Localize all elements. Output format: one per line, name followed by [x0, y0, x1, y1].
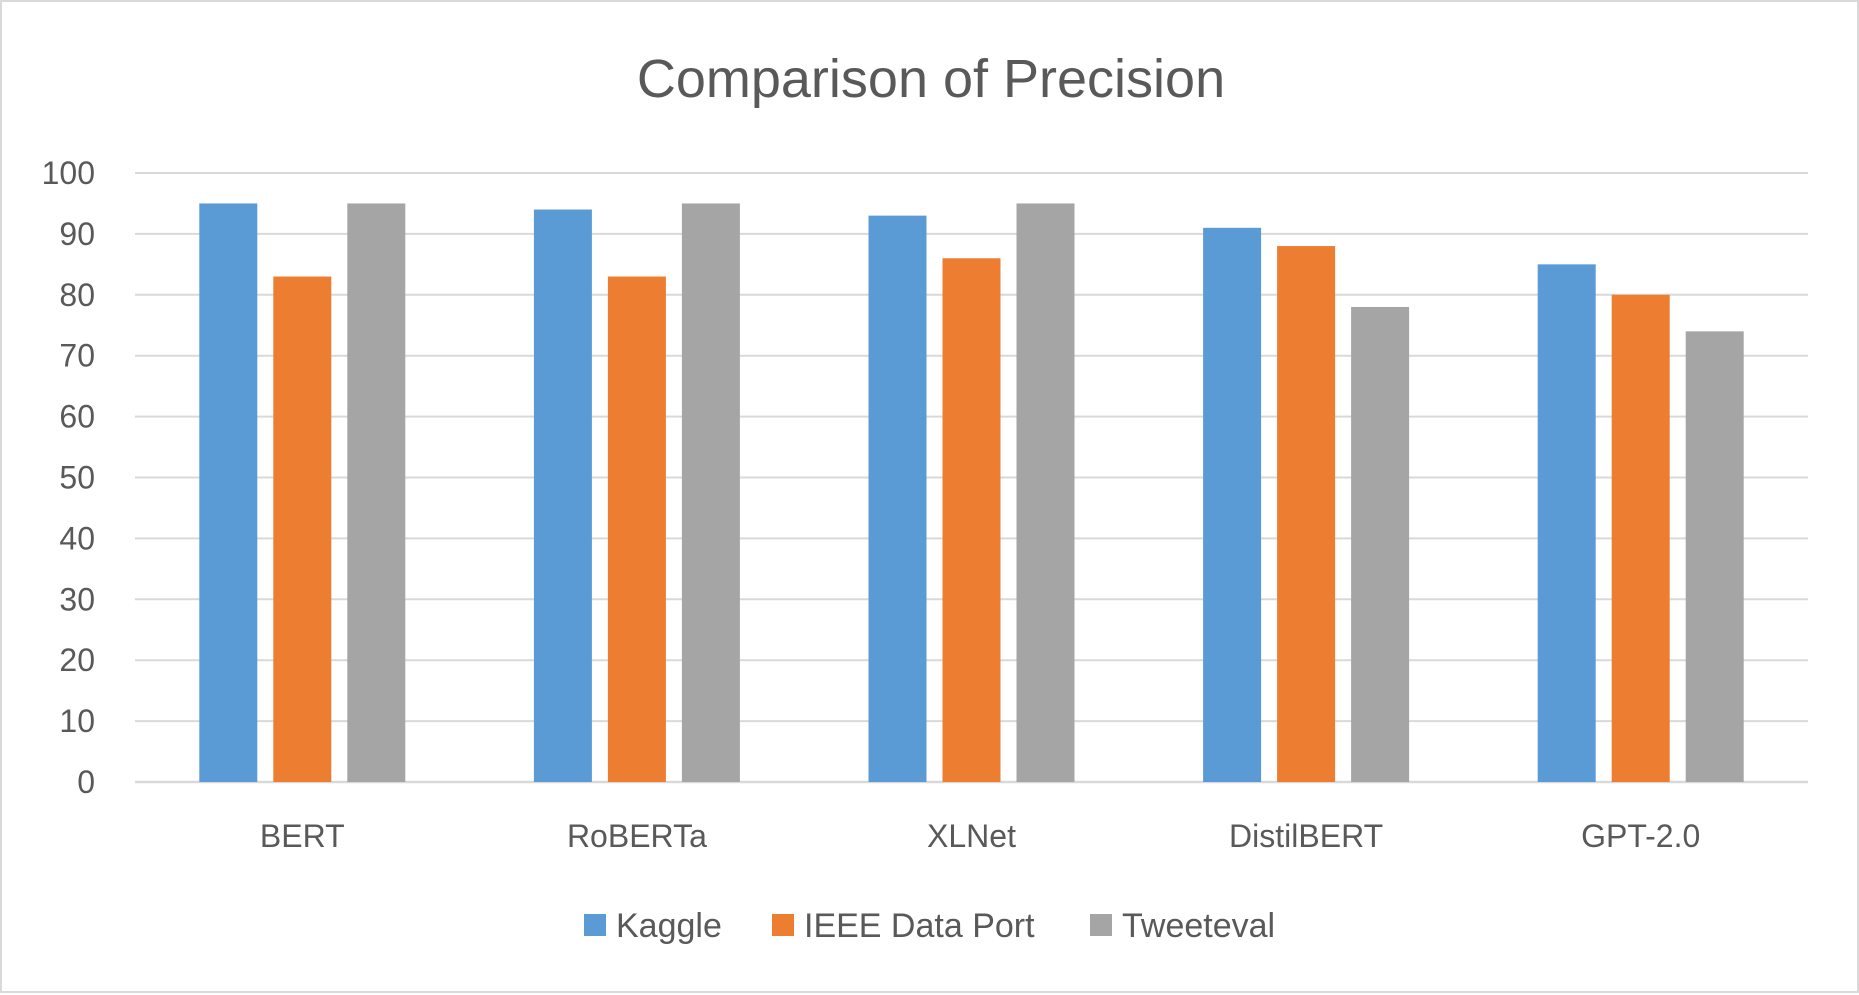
bar-gpt-2-0-ieee-data-port	[1611, 294, 1670, 782]
y-tick-label-60: 60	[59, 399, 95, 435]
bar-roberta-tweeteval	[681, 203, 740, 782]
x-category-label-2: XLNet	[927, 818, 1016, 854]
legend-label-1: IEEE Data Port	[804, 907, 1035, 945]
y-tick-label-90: 90	[59, 216, 95, 252]
bar-xlnet-tweeteval	[1016, 203, 1075, 782]
y-axis-ticks: 0 10 20 30 40 50 60 70 80 90 100	[42, 155, 95, 800]
y-tick-label-50: 50	[59, 460, 95, 496]
bar-gpt-2-0-kaggle	[1537, 264, 1596, 783]
bar-distilbert-kaggle	[1203, 227, 1262, 782]
y-tick-label-30: 30	[59, 581, 95, 617]
chart-title: Comparison of Precision	[637, 49, 1225, 109]
x-category-label-1: RoBERTa	[567, 818, 707, 854]
y-tick-label-40: 40	[59, 520, 95, 556]
legend-label-0: Kaggle	[616, 907, 722, 945]
bar-roberta-ieee-data-port	[607, 276, 666, 782]
bar-distilbert-tweeteval	[1351, 306, 1410, 782]
y-tick-label-0: 0	[77, 764, 95, 800]
bars	[199, 203, 1744, 783]
bar-bert-tweeteval	[347, 203, 406, 782]
bar-bert-kaggle	[199, 203, 258, 782]
legend-swatch-0	[584, 914, 606, 936]
legend-swatch-1	[772, 914, 794, 936]
bar-xlnet-kaggle	[868, 215, 927, 782]
x-category-label-4: GPT-2.0	[1581, 818, 1700, 854]
bar-distilbert-ieee-data-port	[1277, 246, 1336, 782]
x-category-label-3: DistilBERT	[1229, 818, 1383, 854]
bar-roberta-kaggle	[533, 209, 592, 783]
bar-xlnet-ieee-data-port	[942, 258, 1001, 782]
y-tick-label-70: 70	[59, 338, 95, 374]
bar-gpt-2-0-tweeteval	[1685, 331, 1744, 782]
x-category-label-0: BERT	[260, 818, 345, 854]
legend-swatch-2	[1090, 914, 1112, 936]
legend-label-2: Tweeteval	[1122, 907, 1275, 945]
y-tick-label-10: 10	[59, 703, 95, 739]
bar-bert-ieee-data-port	[273, 276, 332, 782]
y-tick-label-100: 100	[42, 155, 95, 191]
y-tick-label-20: 20	[59, 642, 95, 678]
x-axis-categories: BERT RoBERTa XLNet DistilBERT GPT-2.0	[260, 818, 1700, 854]
legend: Kaggle IEEE Data Port Tweeteval	[584, 907, 1275, 945]
y-tick-label-80: 80	[59, 277, 95, 313]
